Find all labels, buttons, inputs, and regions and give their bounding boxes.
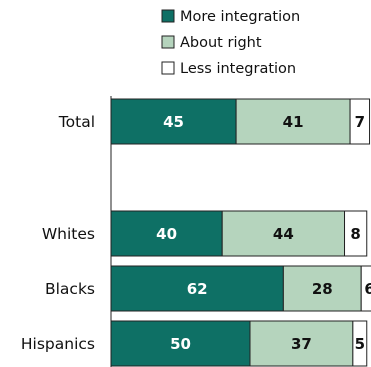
value-label-total-about-right: 41 [283,113,304,131]
category-label-hispanics: Hispanics [21,335,95,353]
category-label-total: Total [58,113,95,131]
bar-total-about-right [235,98,351,145]
bar-hispanics-less-integration [352,320,368,367]
legend-swatch-more-integration [161,9,175,23]
bars: 45 41 7 40 44 8 62 28 6 50 37 5 [110,98,371,367]
bar-blacks-less-integration [360,265,371,312]
bar-total-more-integration [110,98,237,145]
bar-whites-about-right [221,210,346,257]
value-label-whites-more-integration: 40 [156,225,177,243]
legend-label-about-right: About right [180,35,262,51]
value-label-hispanics-less-integration: 5 [355,335,365,353]
bar-whites-less-integration [344,210,368,257]
category-label-whites: Whites [42,225,95,243]
value-label-whites-less-integration: 8 [350,225,360,243]
value-label-blacks-more-integration: 62 [187,280,208,298]
legend-swatch-about-right [161,35,175,49]
category-label-blacks: Blacks [45,280,95,298]
value-label-blacks-about-right: 28 [312,280,333,298]
bar-hispanics-about-right [249,320,354,367]
value-label-whites-about-right: 44 [273,225,294,243]
bar-whites-more-integration [110,210,223,257]
value-label-hispanics-about-right: 37 [291,335,312,353]
legend-label-more-integration: More integration [180,9,300,25]
bar-blacks-about-right [282,265,362,312]
legend: More integration About right Less integrat… [161,9,300,77]
value-label-blacks-less-integration: 6 [364,280,371,298]
bar-total-less-integration [349,98,371,145]
value-label-total-less-integration: 7 [355,113,365,131]
value-label-total-more-integration: 45 [163,113,184,131]
legend-swatch-less-integration [161,61,175,75]
legend-label-less-integration: Less integration [180,61,296,77]
category-labels: Total Whites Blacks Hispanics [21,113,95,353]
value-label-hispanics-more-integration: 50 [170,335,191,353]
bar-blacks-more-integration [110,265,284,312]
